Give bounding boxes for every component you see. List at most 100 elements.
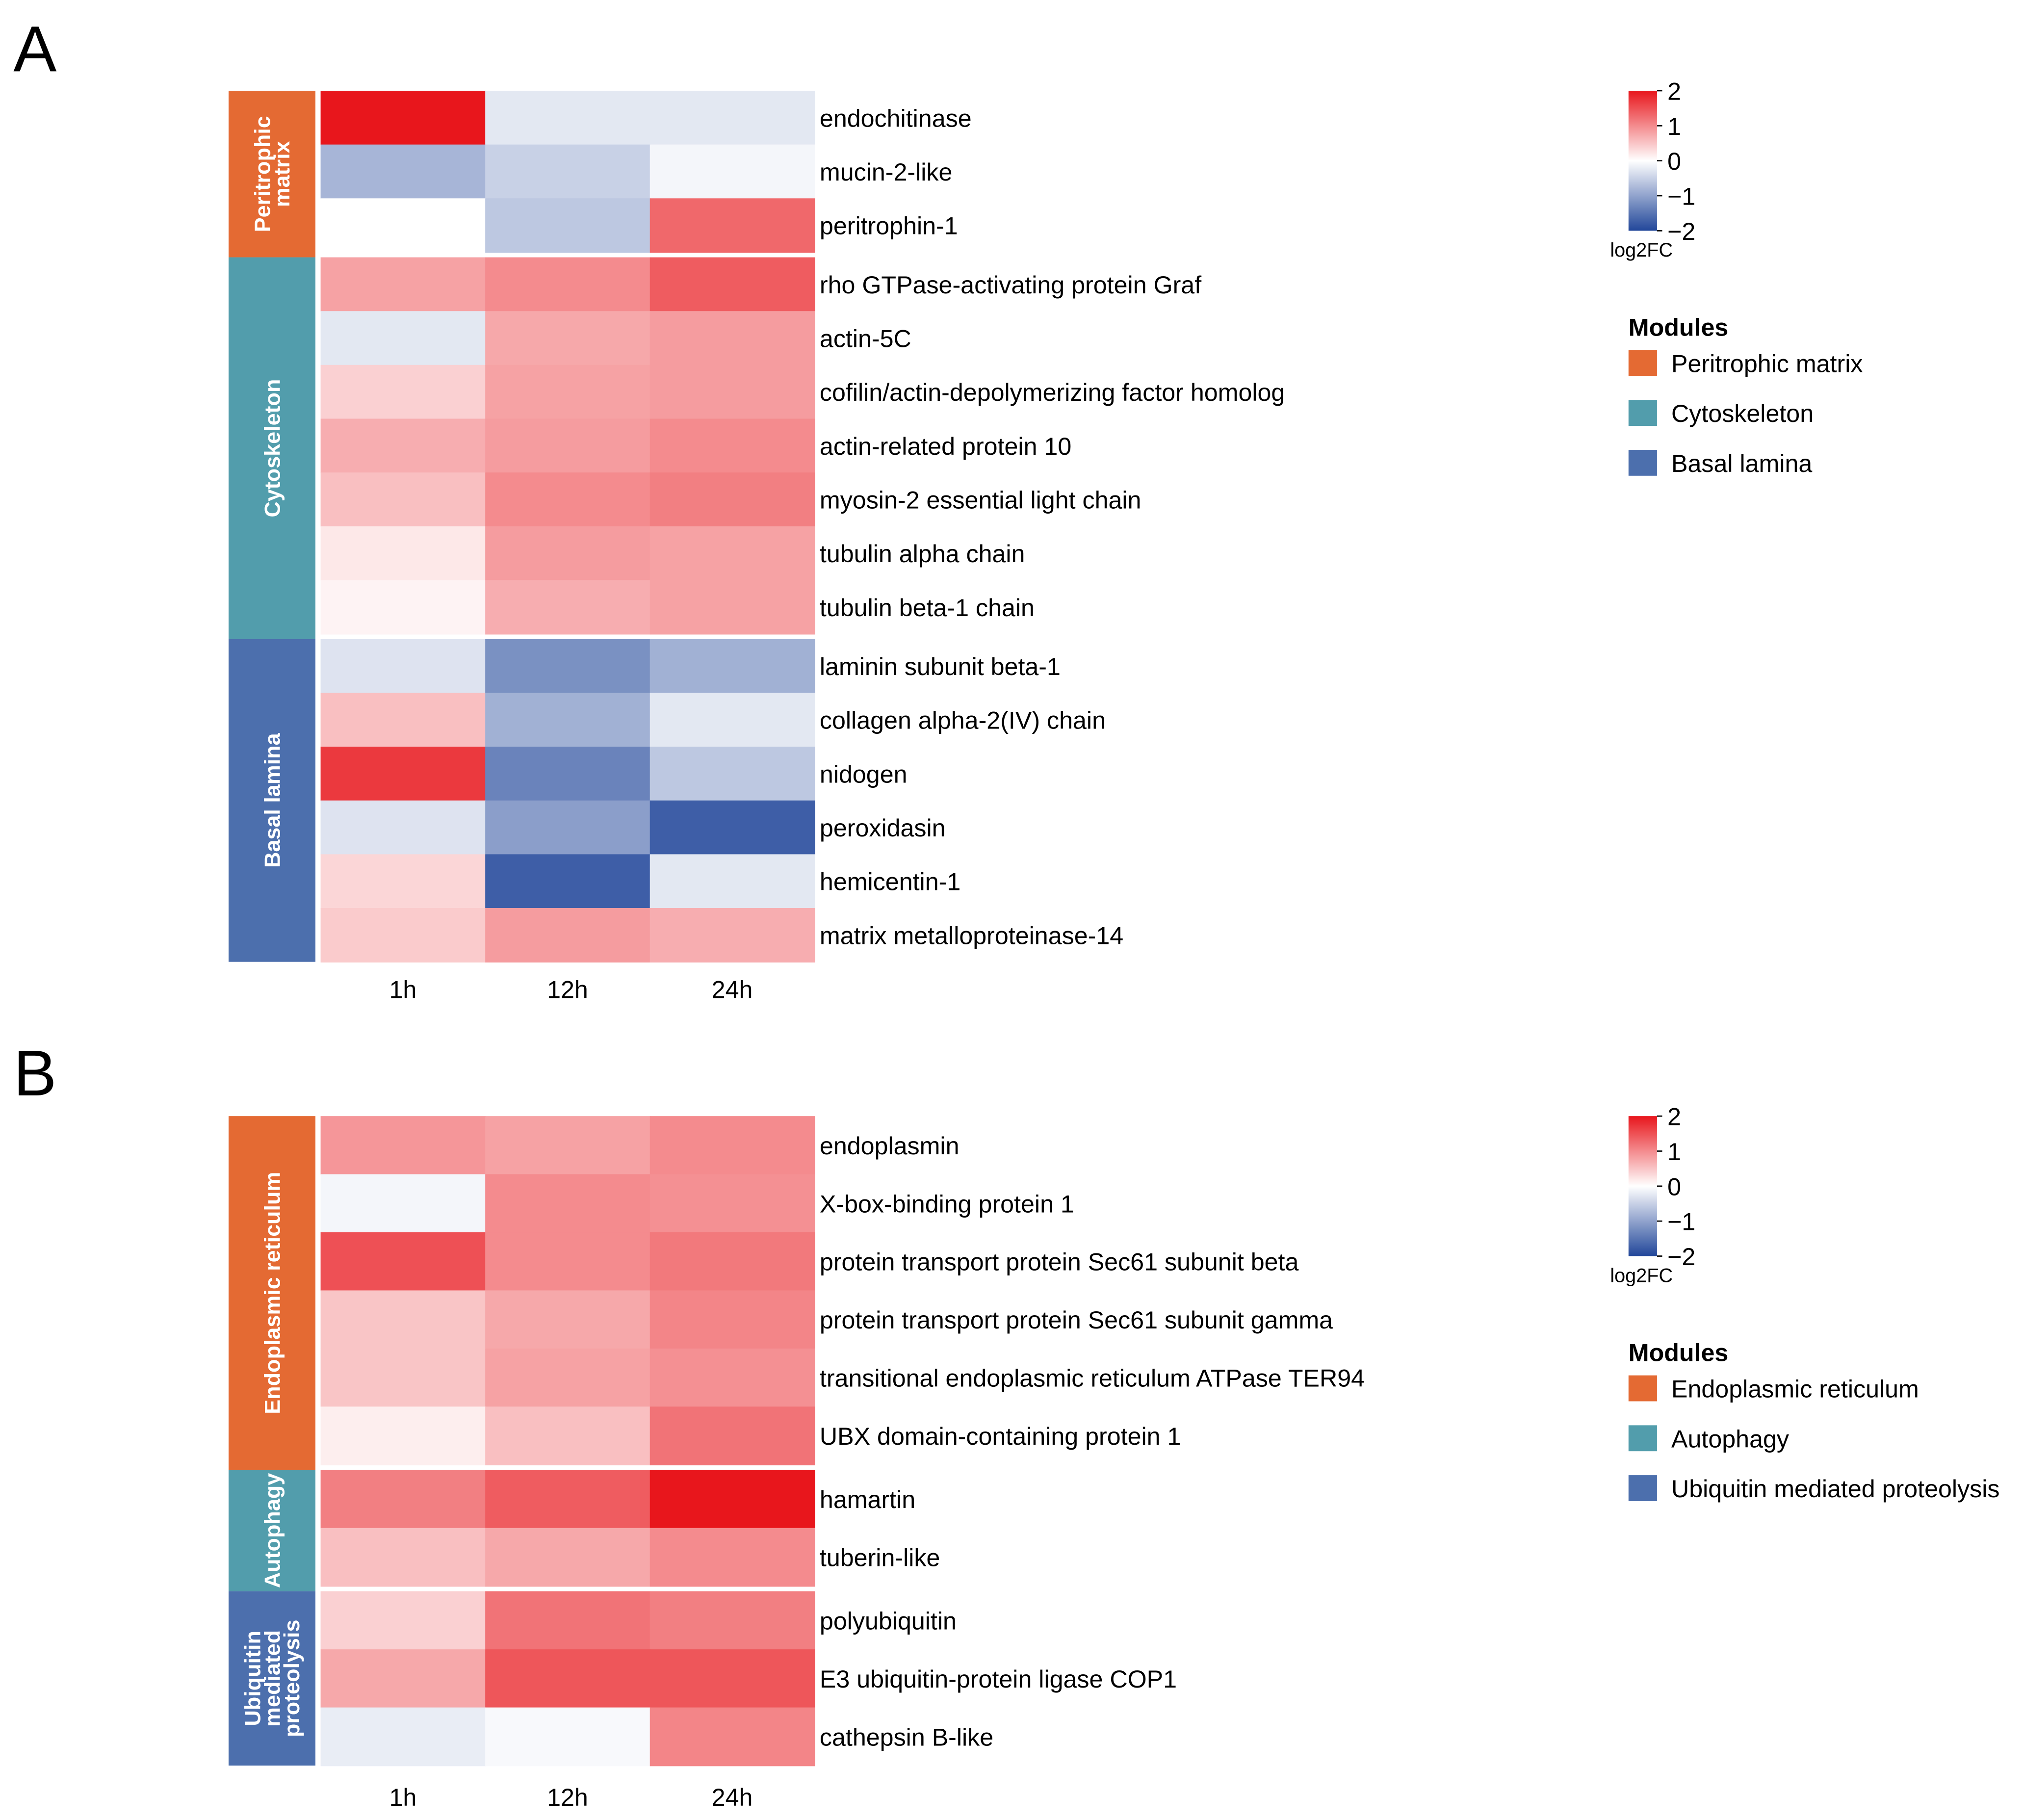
gene-label: cathepsin B-like <box>820 1723 993 1751</box>
gene-label: peritrophin-1 <box>820 212 958 240</box>
heatmap-cell <box>485 90 651 145</box>
colorbar-tick-label: 1 <box>1667 113 1681 140</box>
gene-label: cofilin/actin-depolymerizing factor homo… <box>820 379 1285 406</box>
heatmap-row: matrix metalloproteinase-14 <box>320 908 1123 963</box>
gene-label: UBX domain-containing protein 1 <box>820 1423 1181 1450</box>
heatmap-row: peritrophin-1 <box>320 198 958 253</box>
module-bar <box>228 257 316 639</box>
heatmap-cell <box>649 1290 815 1350</box>
colorbar-title: log2FC <box>1610 1265 1673 1286</box>
legend-label: Ubiquitin mediated proteolysis <box>1671 1475 2000 1503</box>
gene-label: protein transport protein Sec61 subunit … <box>820 1248 1299 1276</box>
module-bar <box>228 639 316 962</box>
legend-label: Autophagy <box>1671 1425 1789 1453</box>
heatmap-row: polyubiquitin <box>320 1591 957 1650</box>
heatmap-cell <box>485 639 651 694</box>
modules-legend-title: Modules <box>1629 1339 1729 1367</box>
heatmap-cell <box>649 580 815 635</box>
heatmap-cell <box>320 1116 486 1175</box>
heatmap-cell <box>649 418 815 473</box>
gene-label: protein transport protein Sec61 subunit … <box>820 1306 1333 1334</box>
heatmap-cell <box>485 908 651 963</box>
gene-label: endochitinase <box>820 104 972 132</box>
heatmap-cell <box>320 1232 486 1291</box>
column-label: 12h <box>547 976 588 1004</box>
heatmap-cell <box>649 1116 815 1175</box>
colorbar <box>1628 1116 1657 1256</box>
module-bar <box>228 1470 316 1591</box>
heatmap-cell <box>649 144 815 199</box>
heatmap-cell <box>485 1649 651 1708</box>
modules-legend-item: Autophagy <box>1628 1425 1789 1453</box>
heatmap-cell <box>485 800 651 855</box>
heatmap-row: cofilin/actin-depolymerizing factor homo… <box>320 364 1285 419</box>
panel-letter: B <box>13 1037 56 1109</box>
module-block: Basal lamina laminin subunit beta-1 collag… <box>228 639 1123 963</box>
heatmap-cell <box>320 639 486 694</box>
legend-swatch <box>1628 1475 1657 1501</box>
heatmap-cell <box>485 747 651 802</box>
heatmap-row: tubulin alpha chain <box>320 526 1025 581</box>
heatmap-row: endochitinase <box>320 90 972 145</box>
colorbar-tick-label: 2 <box>1667 1103 1681 1131</box>
module-block: Ubiquitinmediatedproteolysis polyubiquiti… <box>228 1591 1177 1767</box>
heatmap-cell <box>320 90 486 145</box>
heatmap-cell <box>485 1528 651 1587</box>
heatmap-row: protein transport protein Sec61 subunit … <box>320 1290 1333 1350</box>
heatmap-cell <box>320 198 486 253</box>
heatmap-cell <box>649 1707 815 1767</box>
gene-label: endoplasmin <box>820 1132 960 1160</box>
heatmap-row: transitional endoplasmic reticulum ATPas… <box>320 1348 1365 1407</box>
heatmap-cell <box>320 800 486 855</box>
module-block: Endoplasmic reticulum endoplasmin X-box-bi… <box>228 1116 1365 1470</box>
heatmap-row: actin-related protein 10 <box>320 418 1071 473</box>
heatmap-cell <box>485 580 651 635</box>
heatmap-row: peroxidasin <box>320 800 946 855</box>
column-label: 24h <box>712 976 753 1004</box>
heatmap-cell <box>320 526 486 581</box>
module-bar-label: Autophagy <box>259 1473 285 1588</box>
heatmap-cell <box>649 1649 815 1708</box>
heatmap-cell <box>649 693 815 748</box>
module-block: Autophagy hamartin tuberin-like <box>228 1470 940 1591</box>
heatmap-cell <box>649 1174 815 1233</box>
heatmap-cell <box>649 1470 815 1529</box>
module-bar-label-line: Cytoskeleton <box>259 379 285 518</box>
column-label: 1h <box>389 976 416 1004</box>
legend-label: Basal lamina <box>1671 450 1812 477</box>
heatmap-cell <box>320 144 486 199</box>
modules-legend: Modules Endoplasmic reticulum Autophagy Ubi… <box>1629 1339 2000 1503</box>
legend-label: Endoplasmic reticulum <box>1671 1376 1919 1403</box>
module-bar-label-line: mediated <box>259 1630 285 1727</box>
heatmap-cell <box>649 311 815 366</box>
heatmap-row: tubulin beta-1 chain <box>320 580 1035 635</box>
heatmap-row: UBX domain-containing protein 1 <box>320 1406 1181 1466</box>
gene-label: tubulin alpha chain <box>820 540 1025 568</box>
heatmap-cell <box>485 854 651 909</box>
heatmap-cell <box>485 257 651 312</box>
heatmap-cell <box>649 1528 815 1587</box>
heatmap-cell <box>320 1707 486 1767</box>
heatmap-cell <box>320 693 486 748</box>
panel-letter: A <box>13 12 56 85</box>
module-bar-label-line: Basal lamina <box>259 732 285 868</box>
heatmap-row: endoplasmin <box>320 1116 960 1175</box>
gene-label: X-box-binding protein 1 <box>820 1190 1074 1218</box>
heatmap-cell <box>649 257 815 312</box>
heatmap-cell <box>485 693 651 748</box>
gene-label: mucin-2-like <box>820 158 953 186</box>
heatmap-cell <box>649 1348 815 1407</box>
gene-label: peroxidasin <box>820 814 946 842</box>
heatmap-cell <box>485 418 651 473</box>
heatmap-row: cathepsin B-like <box>320 1707 993 1767</box>
legend-swatch <box>1628 350 1657 376</box>
heatmap-cell <box>649 526 815 581</box>
module-bar-label-line: Peritrophic <box>250 116 275 232</box>
module-bar-label: Cytoskeleton <box>259 379 285 518</box>
heatmap-cell <box>485 1406 651 1466</box>
heatmap-cell <box>320 1528 486 1587</box>
heatmap-cell <box>649 1232 815 1291</box>
module-bar-label-line: matrix <box>269 141 294 207</box>
module-block: Cytoskeleton rho GTPase-activating protei… <box>228 257 1285 639</box>
